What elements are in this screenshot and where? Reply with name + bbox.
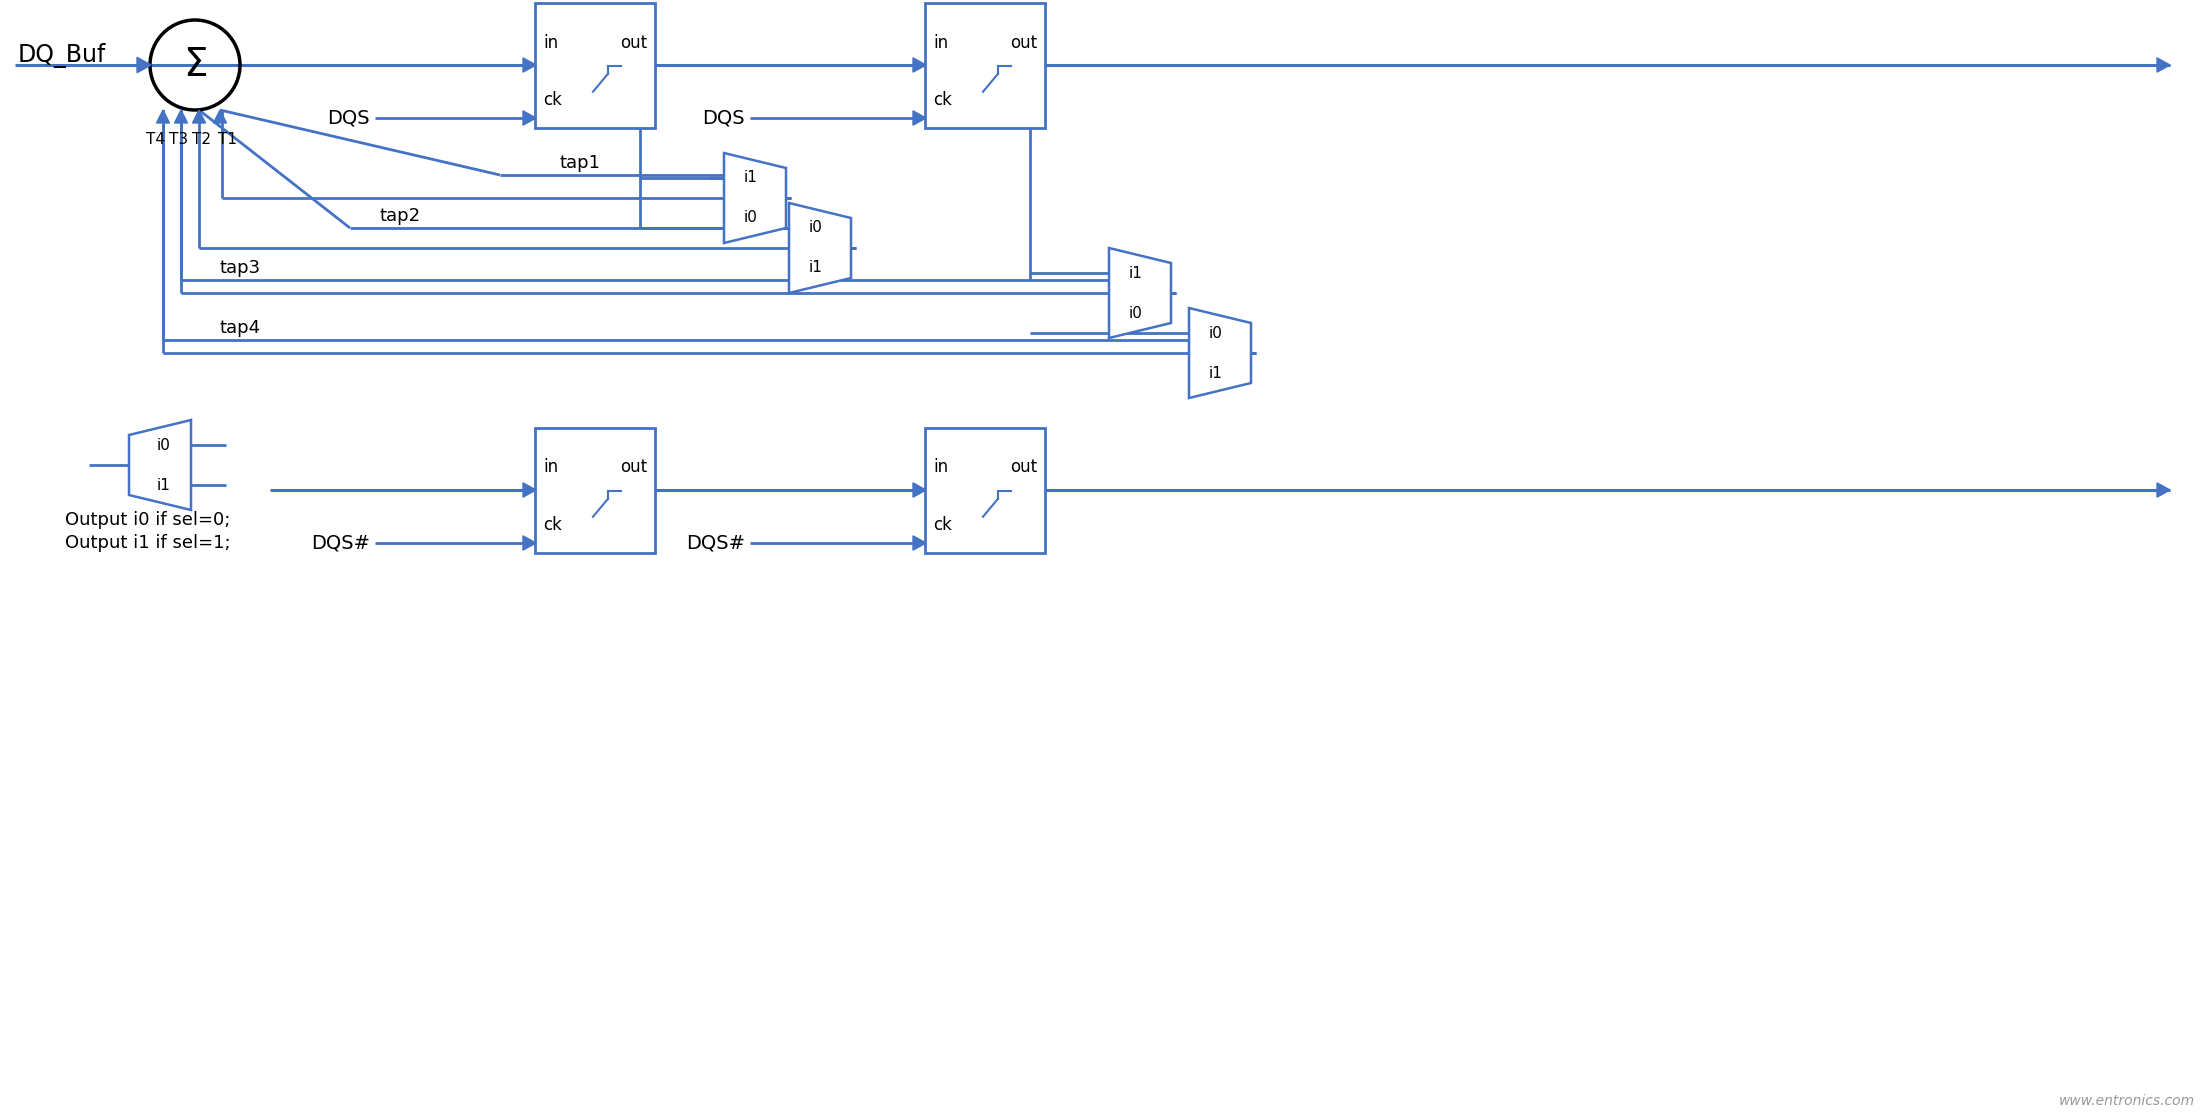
Text: i1: i1 <box>1209 366 1223 380</box>
Text: Output i1 if sel=1;: Output i1 if sel=1; <box>64 534 230 552</box>
Text: i0: i0 <box>1209 326 1223 340</box>
Bar <box>924 427 1046 553</box>
Polygon shape <box>2158 483 2169 497</box>
Polygon shape <box>524 536 535 551</box>
Polygon shape <box>524 483 535 497</box>
Text: i1: i1 <box>745 170 758 186</box>
Text: ck: ck <box>544 91 562 109</box>
Text: i1: i1 <box>809 261 822 275</box>
Polygon shape <box>913 58 926 72</box>
Polygon shape <box>128 420 190 510</box>
Text: T2: T2 <box>192 132 210 147</box>
Text: out: out <box>1010 459 1037 477</box>
Text: T4: T4 <box>146 132 164 147</box>
Text: tap4: tap4 <box>221 319 261 337</box>
Polygon shape <box>913 111 926 125</box>
Text: DQS: DQS <box>327 109 369 128</box>
Text: T1: T1 <box>219 132 237 147</box>
Text: i1: i1 <box>1130 265 1143 281</box>
Text: ck: ck <box>933 91 953 109</box>
Text: DQS: DQS <box>703 109 745 128</box>
Polygon shape <box>1190 308 1251 398</box>
Text: ck: ck <box>933 516 953 534</box>
Text: in: in <box>933 34 949 51</box>
Bar <box>924 2 1046 128</box>
Text: in: in <box>544 459 557 477</box>
Text: i0: i0 <box>745 210 758 226</box>
Text: out: out <box>1010 34 1037 51</box>
Polygon shape <box>723 153 785 243</box>
Text: DQS#: DQS# <box>312 534 369 553</box>
Text: Output i0 if sel=0;: Output i0 if sel=0; <box>64 511 230 529</box>
Text: i0: i0 <box>157 438 170 452</box>
Text: tap3: tap3 <box>221 258 261 278</box>
Text: i0: i0 <box>1130 305 1143 320</box>
Text: out: out <box>619 34 648 51</box>
Text: tap1: tap1 <box>559 154 601 172</box>
Polygon shape <box>2158 58 2169 72</box>
Text: Σ: Σ <box>184 46 208 84</box>
Polygon shape <box>137 57 150 73</box>
Polygon shape <box>913 536 926 551</box>
Polygon shape <box>913 483 926 497</box>
Text: DQ_Buf: DQ_Buf <box>18 43 106 68</box>
Polygon shape <box>1110 248 1172 338</box>
Text: in: in <box>933 459 949 477</box>
Text: T3: T3 <box>170 132 188 147</box>
Text: i1: i1 <box>157 478 170 492</box>
Bar <box>535 2 654 128</box>
Text: ck: ck <box>544 516 562 534</box>
Text: DQS#: DQS# <box>685 534 745 553</box>
Text: tap2: tap2 <box>380 207 420 225</box>
Polygon shape <box>789 203 851 293</box>
Text: www.entronics.com: www.entronics.com <box>2058 1094 2196 1108</box>
Text: out: out <box>619 459 648 477</box>
Polygon shape <box>524 58 535 72</box>
Polygon shape <box>192 110 206 123</box>
Text: in: in <box>544 34 557 51</box>
Bar <box>535 427 654 553</box>
Text: i0: i0 <box>809 220 822 235</box>
Polygon shape <box>157 110 170 123</box>
Polygon shape <box>175 110 188 123</box>
Polygon shape <box>214 110 226 123</box>
Polygon shape <box>524 111 535 125</box>
